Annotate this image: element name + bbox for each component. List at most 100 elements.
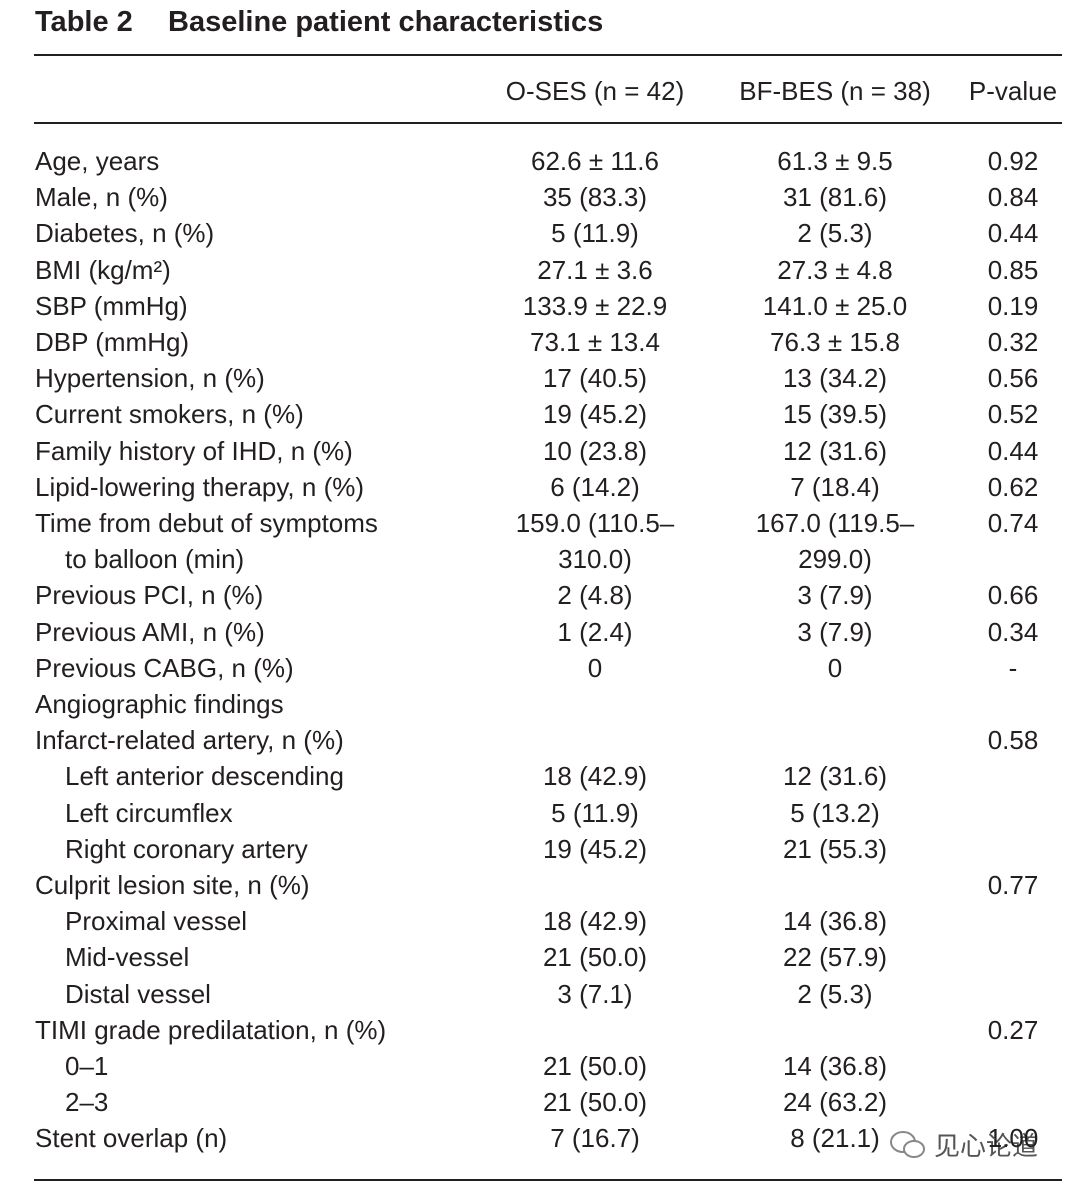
row-label: Stent overlap (n) <box>35 1123 228 1154</box>
table-cell: 35 (83.3) <box>542 182 648 213</box>
row-label: SBP (mmHg) <box>35 290 188 321</box>
table-cell: 0.74 <box>987 508 1039 538</box>
table-cell: 0.58 <box>987 725 1039 756</box>
row-label: DBP (mmHg) <box>35 327 190 357</box>
table-cell: 0.19 <box>987 290 1039 321</box>
table-cell: 5 (11.9) <box>551 797 639 828</box>
row-label: Lipid-lowering therapy, n (%) <box>35 471 364 502</box>
table-cell: 14 (36.8) <box>782 906 888 937</box>
column-header: P-value <box>968 76 1058 106</box>
table-cell: 27.3 ± 4.8 <box>777 254 893 285</box>
table-cell: 0.92 <box>987 146 1039 176</box>
column-header: O-SES (n = 42) <box>505 76 685 106</box>
row-label: Mid-vessel <box>65 942 190 973</box>
header-rule <box>34 122 1062 124</box>
table-cell: 19 (45.2) <box>542 833 648 864</box>
table-cell: 167.0 (119.5– <box>755 508 915 538</box>
table-cell: 17 (40.5) <box>542 363 648 394</box>
table-cell: 31 (81.6) <box>782 182 888 213</box>
row-label: Previous AMI, n (%) <box>35 616 265 647</box>
table-cell: 7 (16.7) <box>550 1123 640 1154</box>
table-cell: 76.3 ± 15.8 <box>770 327 900 357</box>
row-label: TIMI grade predilatation, n (%) <box>35 1014 387 1045</box>
table-cell: 6 (14.2) <box>550 471 640 502</box>
table-cell: 5 (13.2) <box>790 797 880 828</box>
table-cell: 73.1 ± 13.4 <box>530 327 660 357</box>
table-cell: 62.6 ± 11.6 <box>531 146 659 176</box>
table-cell: 61.3 ± 9.5 <box>777 146 893 176</box>
table-cell: 27.1 ± 3.6 <box>537 254 653 285</box>
table-cell: 12 (31.6) <box>782 435 888 466</box>
watermark-icon <box>890 1131 925 1158</box>
table-cell: 0.44 <box>987 435 1039 466</box>
row-label: to balloon (min) <box>65 544 245 575</box>
bottom-rule <box>34 1179 1062 1181</box>
row-label: BMI (kg/m²) <box>35 254 171 285</box>
table-cell: 2 (5.3) <box>797 978 873 1009</box>
table-cell: 22 (57.9) <box>782 942 888 973</box>
table-cell: 3 (7.1) <box>557 978 633 1009</box>
row-label: Hypertension, n (%) <box>35 363 265 394</box>
table-cell: 159.0 (110.5– <box>515 508 675 538</box>
table-cell: 21 (50.0) <box>542 1051 648 1081</box>
row-label: Previous PCI, n (%) <box>35 580 264 611</box>
table-cell: 18 (42.9) <box>542 906 648 937</box>
row-label: 0–1 <box>65 1051 109 1081</box>
table-cell: 1.00 <box>987 1123 1039 1154</box>
table-cell: 3 (7.9) <box>797 616 873 647</box>
table-cell: 14 (36.8) <box>782 1051 888 1081</box>
row-label: Infarct-related artery, n (%) <box>35 725 344 756</box>
top-rule <box>34 54 1062 56</box>
row-label: Current smokers, n (%) <box>35 399 304 430</box>
row-label: Time from debut of symptoms <box>35 508 378 538</box>
row-label: Family history of IHD, n (%) <box>35 435 353 466</box>
table-cell: 19 (45.2) <box>542 399 648 430</box>
column-header: BF-BES (n = 38) <box>739 76 931 106</box>
table-cell: 0.66 <box>987 580 1039 611</box>
row-label: Diabetes, n (%) <box>35 218 215 249</box>
table-cell: 0.32 <box>987 327 1039 357</box>
table-cell: 0.52 <box>987 399 1039 430</box>
table-cell: 10 (23.8) <box>542 435 648 466</box>
table-cell: 21 (50.0) <box>542 1087 648 1118</box>
table-cell: 3 (7.9) <box>797 580 873 611</box>
table-cell: 0.84 <box>987 182 1039 213</box>
table-cell: 1 (2.4) <box>557 616 633 647</box>
table-cell: - <box>1008 652 1018 683</box>
table-cell: 0 <box>827 652 843 683</box>
table-cell: 0.27 <box>987 1014 1039 1045</box>
table-cell: 2 (4.8) <box>557 580 633 611</box>
row-label: Distal vessel <box>65 978 211 1009</box>
table-number: Table 2 <box>35 6 133 38</box>
table-cell: 21 (55.3) <box>782 833 888 864</box>
row-label: Left circumflex <box>65 797 233 828</box>
row-label: Male, n (%) <box>35 182 168 213</box>
row-label: Left anterior descending <box>65 761 344 792</box>
row-label: Angiographic findings <box>35 689 284 719</box>
row-label: Culprit lesion site, n (%) <box>35 870 310 900</box>
row-label: Age, years <box>35 146 160 176</box>
table-cell: 141.0 ± 25.0 <box>762 290 908 321</box>
table-cell: 133.9 ± 22.9 <box>522 290 668 321</box>
table-cell: 18 (42.9) <box>542 761 648 792</box>
table-cell: 12 (31.6) <box>782 761 888 792</box>
table-cell: 0.62 <box>987 471 1039 502</box>
watermark: 见心论道 <box>934 1131 1039 1161</box>
table-cell: 7 (18.4) <box>790 471 880 502</box>
table-cell: 0.34 <box>987 616 1039 647</box>
row-label: 2–3 <box>65 1087 109 1118</box>
table-cell: 21 (50.0) <box>542 942 648 973</box>
row-label: Proximal vessel <box>65 906 248 937</box>
table-cell: 13 (34.2) <box>782 363 888 394</box>
table-cell: 8 (21.1) <box>790 1123 880 1154</box>
table-cell: 0 <box>587 652 603 683</box>
table-cell: 310.0) <box>558 544 632 575</box>
table-cell: 0.77 <box>987 870 1039 900</box>
row-label: Right coronary artery <box>65 833 308 864</box>
table-cell: 0.44 <box>987 218 1039 249</box>
table-cell: 5 (11.9) <box>551 218 639 249</box>
table-cell: 0.85 <box>987 254 1039 285</box>
row-label: Previous CABG, n (%) <box>35 652 294 683</box>
table-cell: 2 (5.3) <box>797 218 873 249</box>
